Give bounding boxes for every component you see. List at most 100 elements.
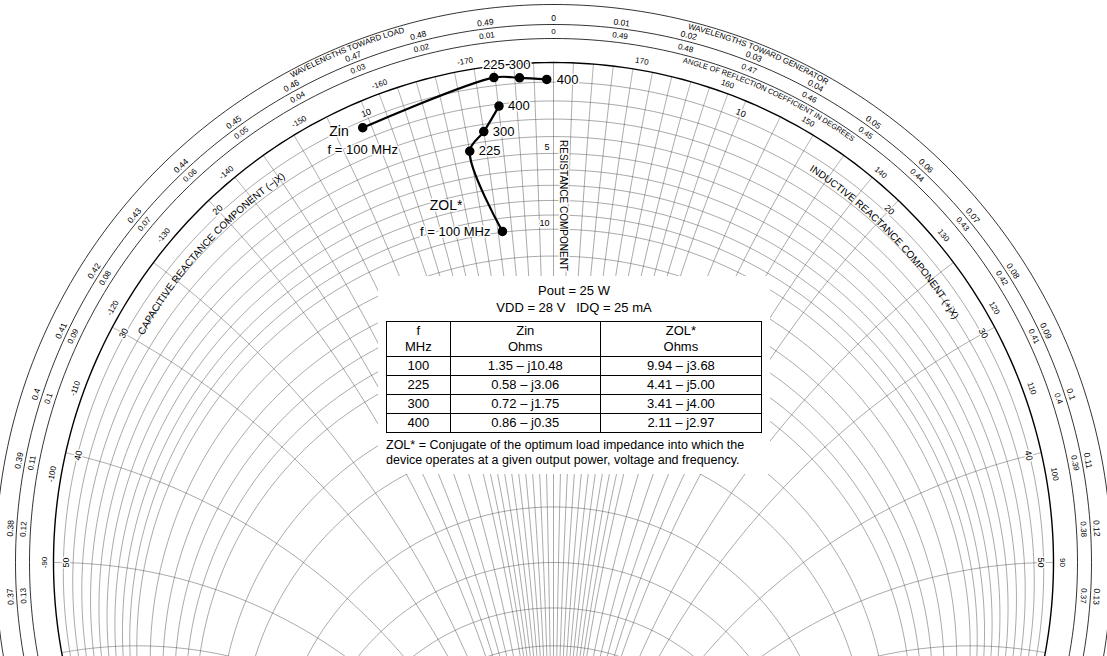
- svg-text:0.1: 0.1: [1065, 387, 1078, 402]
- svg-text:0.44: 0.44: [908, 167, 926, 185]
- svg-text:0.08: 0.08: [1004, 261, 1022, 281]
- svg-text:Zin: Zin: [329, 123, 348, 139]
- svg-text:0.09: 0.09: [66, 327, 81, 345]
- svg-text:0.11: 0.11: [26, 454, 38, 471]
- svg-text:20: 20: [210, 203, 224, 217]
- svg-text:0.41: 0.41: [53, 321, 70, 341]
- svg-text:0.07: 0.07: [963, 206, 982, 226]
- svg-text:0.09: 0.09: [1037, 321, 1054, 341]
- svg-text:130: 130: [936, 227, 952, 243]
- svg-text:-170: -170: [456, 55, 474, 67]
- svg-text:0.44: 0.44: [171, 156, 191, 175]
- svg-text:0.01: 0.01: [479, 30, 496, 41]
- svg-text:90: 90: [1058, 558, 1067, 567]
- svg-text:WAVELENGTHS TOWARD GENERATOR: WAVELENGTHS TOWARD GENERATOR: [687, 22, 830, 87]
- svg-text:0.05: 0.05: [863, 113, 884, 132]
- svg-text:0.4: 0.4: [29, 387, 42, 402]
- svg-text:0.37: 0.37: [1078, 588, 1088, 605]
- svg-text:0.12: 0.12: [1091, 520, 1102, 537]
- svg-text:WAVELENGTHS TOWARD LOAD: WAVELENGTHS TOWARD LOAD: [289, 26, 406, 80]
- svg-text:10: 10: [360, 106, 373, 119]
- svg-text:0.46: 0.46: [800, 89, 819, 105]
- svg-text:-120: -120: [105, 298, 121, 317]
- svg-text:0.01: 0.01: [613, 17, 631, 29]
- svg-text:50: 50: [61, 557, 71, 567]
- svg-text:-140: -140: [217, 164, 235, 182]
- svg-text:30: 30: [977, 326, 991, 340]
- svg-text:-90: -90: [40, 556, 49, 568]
- svg-text:5: 5: [544, 142, 549, 152]
- svg-text:30: 30: [117, 326, 131, 340]
- svg-text:0.04: 0.04: [806, 77, 826, 94]
- svg-text:0.37: 0.37: [5, 588, 16, 605]
- svg-text:0.49: 0.49: [612, 30, 629, 41]
- svg-text:0.05: 0.05: [232, 124, 250, 141]
- svg-text:10: 10: [539, 218, 549, 228]
- svg-text:-110: -110: [68, 379, 82, 397]
- svg-text:0.38: 0.38: [1078, 521, 1088, 538]
- svg-text:0.07: 0.07: [136, 215, 153, 233]
- svg-text:0.02: 0.02: [679, 28, 699, 43]
- svg-text:0.43: 0.43: [954, 215, 971, 233]
- svg-text:CAPACITIVE REACTANCE COMPONENT: CAPACITIVE REACTANCE COMPONENT (−jX): [136, 170, 287, 336]
- svg-text:0.42: 0.42: [994, 269, 1010, 287]
- svg-text:0.04: 0.04: [289, 89, 307, 105]
- svg-text:0.41: 0.41: [1027, 327, 1042, 345]
- svg-text:-130: -130: [155, 226, 173, 244]
- svg-text:0.13: 0.13: [19, 587, 29, 604]
- html-text:ZOL* = Conjugate of the optimu: ZOL* = Conjugate of the optimum load imp…: [386, 438, 745, 467]
- svg-text:0.47: 0.47: [740, 62, 758, 76]
- svg-text:400: 400: [508, 98, 530, 113]
- svg-text:0.11: 0.11: [1082, 452, 1095, 470]
- svg-text:0.39: 0.39: [12, 451, 25, 469]
- svg-text:0.06: 0.06: [181, 166, 199, 184]
- svg-text:170: 170: [635, 56, 650, 67]
- svg-text:50: 50: [1036, 557, 1046, 567]
- svg-text:0.39: 0.39: [1069, 455, 1081, 473]
- svg-text:0.03: 0.03: [349, 62, 367, 76]
- svg-text:0.49: 0.49: [476, 16, 494, 28]
- svg-text:ANGLE OF REFLECTION COEFFICIEN: ANGLE OF REFLECTION COEFFICIENT IN DEGRE…: [682, 56, 856, 144]
- svg-text:225: 225: [479, 143, 501, 158]
- svg-text:ZOL*: ZOL*: [430, 197, 463, 213]
- svg-text:0.42: 0.42: [85, 261, 103, 281]
- svg-text:-160: -160: [370, 77, 389, 91]
- svg-text:0.48: 0.48: [409, 28, 428, 42]
- svg-text:0.06: 0.06: [916, 156, 936, 175]
- svg-text:RESISTANCE COMPONENT: RESISTANCE COMPONENT: [558, 140, 569, 271]
- svg-text:40: 40: [72, 450, 84, 462]
- svg-text:0.45: 0.45: [223, 113, 244, 132]
- svg-text:150: 150: [799, 114, 816, 129]
- svg-text:0.45: 0.45: [857, 125, 875, 142]
- svg-text:0.43: 0.43: [125, 206, 144, 226]
- svg-text:0.08: 0.08: [97, 269, 113, 287]
- svg-text:0.02: 0.02: [413, 42, 431, 55]
- svg-text:0.1: 0.1: [43, 391, 55, 405]
- svg-text:120: 120: [987, 300, 1002, 317]
- svg-text:0.13: 0.13: [1091, 588, 1102, 605]
- svg-text:20: 20: [882, 203, 896, 217]
- svg-text:0: 0: [551, 13, 556, 23]
- svg-text:f = 100 MHz: f = 100 MHz: [327, 142, 397, 157]
- svg-text:0.48: 0.48: [677, 42, 695, 55]
- svg-text:400: 400: [557, 72, 579, 87]
- svg-text:0.12: 0.12: [19, 521, 29, 538]
- svg-text:110: 110: [1025, 381, 1038, 397]
- svg-text:INDUCTIVE REACTANCE COMPONENT: INDUCTIVE REACTANCE COMPONENT (+jX): [808, 163, 961, 321]
- svg-text:225: 225: [483, 57, 505, 72]
- svg-text:0.03: 0.03: [744, 48, 764, 65]
- svg-text:0.46: 0.46: [281, 77, 301, 94]
- svg-text:100: 100: [1049, 467, 1060, 482]
- svg-text:300: 300: [509, 57, 531, 72]
- svg-text:-150: -150: [290, 114, 309, 130]
- svg-text:40: 40: [1023, 450, 1035, 462]
- svg-text:300: 300: [493, 124, 515, 139]
- svg-text:0.38: 0.38: [5, 519, 16, 536]
- svg-text:0.47: 0.47: [343, 48, 363, 65]
- svg-text:0.4: 0.4: [1052, 392, 1064, 406]
- svg-text:140: 140: [873, 165, 889, 181]
- svg-text:10: 10: [734, 106, 747, 119]
- svg-text:f = 100 MHz: f = 100 MHz: [420, 224, 490, 239]
- svg-text:0: 0: [551, 27, 556, 36]
- svg-text:-100: -100: [46, 465, 58, 483]
